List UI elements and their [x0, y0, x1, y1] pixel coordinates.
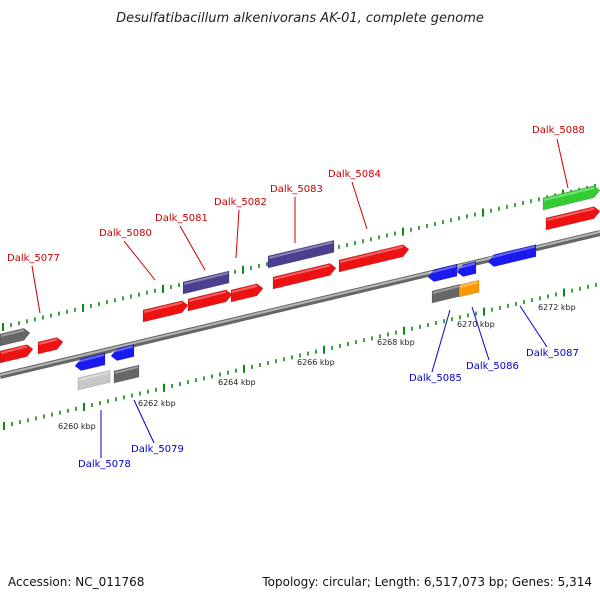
gene-gray-5079b[interactable]	[113, 364, 140, 384]
gene-gray-5078b[interactable]	[77, 370, 111, 391]
gene-red-5083b[interactable]	[272, 263, 337, 290]
kbp-label-6266: 6266 kbp	[297, 358, 335, 367]
gene-label-dalk-5082[interactable]: Dalk_5082	[214, 197, 267, 208]
gene-label-dalk-5078[interactable]: Dalk_5078	[78, 459, 131, 470]
leader-line-dalk-5081	[179, 225, 206, 271]
gene-purple-1[interactable]	[182, 270, 230, 295]
leader-line-dalk-5084	[351, 181, 368, 230]
gene-gray-left[interactable]	[0, 328, 31, 347]
label-leaders	[31, 138, 569, 458]
gene-red-5083b-highlight	[273, 264, 331, 280]
kbp-label-6272: 6272 kbp	[538, 303, 576, 312]
gene-dalk-5084-highlight	[339, 245, 404, 263]
gene-label-dalk-5083[interactable]: Dalk_5083	[270, 184, 323, 195]
leader-line-dalk-5087	[519, 305, 548, 348]
gene-dalk-5080-highlight	[143, 301, 183, 313]
gene-dalk-5085-highlight	[428, 265, 457, 274]
gene-dalk-5081-highlight	[188, 290, 227, 302]
kbp-label-6268: 6268 kbp	[377, 338, 415, 347]
leader-line-dalk-5088	[556, 138, 569, 189]
gene-dalk-5083-highlight	[268, 241, 334, 259]
kbp-label-6260: 6260 kbp	[58, 422, 96, 431]
gene-gray-5079b-highlight	[114, 366, 139, 374]
accession-text: Accession: NC_011768	[8, 575, 144, 589]
reverse-gene-labels: Dalk_5078 Dalk_5079 Dalk_5085 Dalk_5086 …	[78, 348, 579, 470]
gene-label-dalk-5079[interactable]: Dalk_5079	[131, 444, 184, 455]
gene-features	[0, 185, 600, 391]
gene-gray-5078b-highlight	[78, 371, 110, 381]
kbp-scale: 6260 kbp 6262 kbp 6264 kbp 6266 kbp 6268…	[58, 303, 576, 431]
gene-label-dalk-5087[interactable]: Dalk_5087	[526, 348, 579, 359]
gene-red-left[interactable]	[0, 344, 34, 364]
forward-gene-labels: Dalk_5077 Dalk_5080 Dalk_5081 Dalk_5082 …	[7, 125, 585, 264]
gene-dalk-5078[interactable]	[74, 352, 106, 371]
gene-label-dalk-5088[interactable]: Dalk_5088	[532, 125, 585, 136]
gene-dalk-5080[interactable]	[142, 300, 189, 323]
gene-red-5088b[interactable]	[545, 206, 600, 231]
gene-dalk-5087-highlight	[488, 245, 536, 259]
gene-dalk-5082[interactable]	[230, 283, 264, 303]
gene-dalk-5087[interactable]	[487, 244, 537, 267]
gene-red-left-highlight	[0, 345, 28, 354]
leader-line-dalk-5080	[123, 240, 156, 281]
gene-dalk-5082-highlight	[231, 284, 258, 293]
gene-label-dalk-5085[interactable]: Dalk_5085	[409, 373, 462, 384]
kbp-label-6262: 6262 kbp	[138, 399, 176, 408]
kbp-label-6264: 6264 kbp	[218, 378, 256, 387]
kbp-label-6270: 6270 kbp	[457, 320, 495, 329]
gene-blue-5085b-highlight	[457, 262, 476, 269]
reverse-tick-track	[3, 282, 597, 430]
gene-dalk-5078-highlight	[75, 353, 105, 363]
gene-gray-5085c-highlight	[432, 285, 460, 294]
leader-line-dalk-5079	[133, 399, 155, 444]
gene-dalk-5084[interactable]	[338, 244, 410, 273]
gene-dalk-5083[interactable]	[267, 239, 335, 269]
gene-label-dalk-5077[interactable]: Dalk_5077	[7, 253, 60, 264]
gene-dalk-5077-highlight	[38, 338, 58, 345]
leader-line-dalk-5082	[235, 209, 240, 259]
leader-line-dalk-5085	[431, 309, 451, 373]
gene-label-dalk-5081[interactable]: Dalk_5081	[155, 213, 208, 224]
gene-label-dalk-5080[interactable]: Dalk_5080	[99, 228, 152, 239]
gene-red-5088b-highlight	[546, 207, 595, 221]
gene-dalk-5079[interactable]	[110, 344, 135, 361]
gene-dalk-5079-highlight	[111, 345, 134, 353]
gene-dalk-5081[interactable]	[187, 289, 233, 312]
gene-label-dalk-5086[interactable]: Dalk_5086	[466, 361, 519, 372]
genome-title: Desulfatibacillum alkenivorans AK-01, co…	[116, 11, 484, 26]
gene-label-dalk-5084[interactable]: Dalk_5084	[328, 169, 381, 180]
gene-purple-1-highlight	[183, 272, 229, 285]
gene-blue-5085b[interactable]	[456, 261, 477, 277]
gene-dalk-5086[interactable]	[458, 279, 480, 298]
gene-dalk-5088-highlight	[543, 186, 595, 201]
gene-gray-left-highlight	[0, 329, 25, 337]
gene-dalk-5085[interactable]	[427, 263, 458, 282]
gene-dalk-5088[interactable]	[542, 185, 600, 211]
leader-line-dalk-5077	[31, 265, 41, 314]
gene-dalk-5077[interactable]	[37, 337, 64, 355]
genome-map: 6260 kbp 6262 kbp 6264 kbp 6266 kbp 6268…	[0, 125, 600, 470]
topology-text: Topology: circular; Length: 6,517,073 bp…	[261, 575, 592, 589]
leader-line-dalk-5086	[471, 306, 490, 361]
gene-dalk-5086-highlight	[459, 281, 479, 288]
